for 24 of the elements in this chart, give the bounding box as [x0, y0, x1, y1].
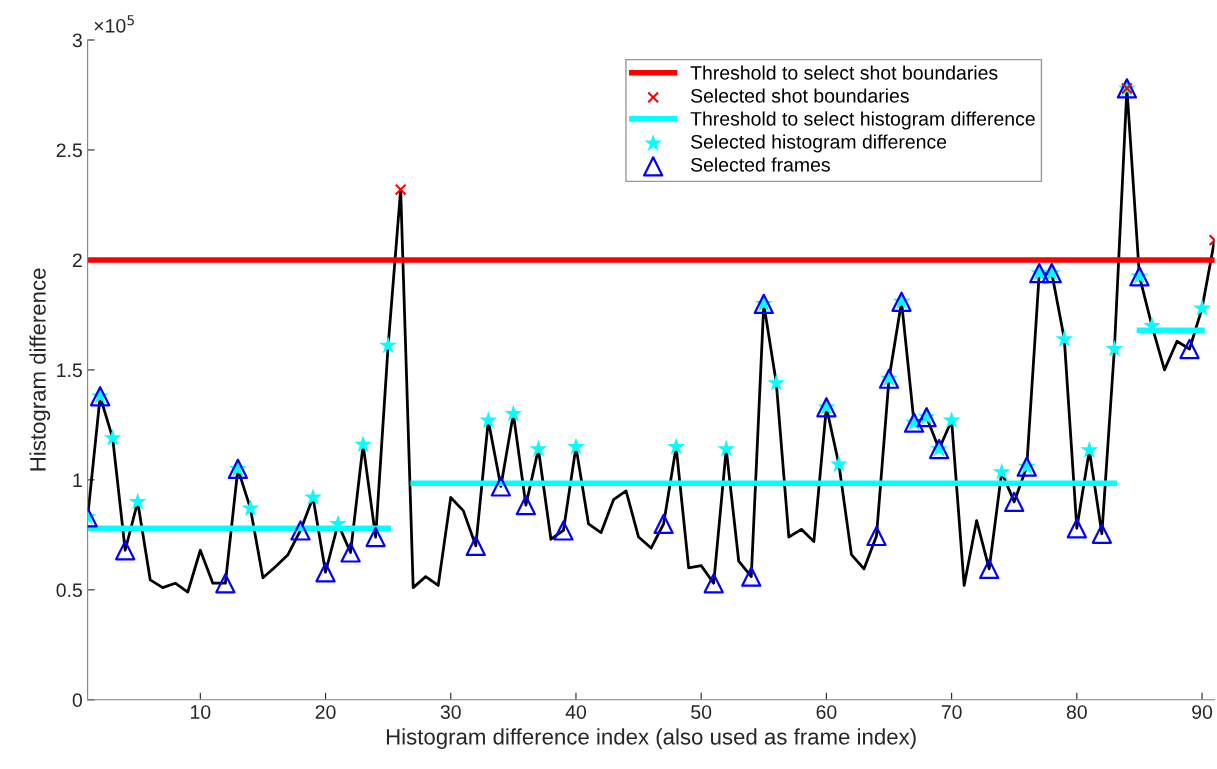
y-tick-label: 0 [72, 693, 82, 708]
text: ×10$^{5}$ [94, 15, 134, 33]
legend-label: Selected frames [691, 157, 830, 172]
x-tick-label: 50 [691, 705, 712, 719]
y-tick-label: 0.5 [56, 583, 82, 598]
legend-label: Threshold to select histogram difference [690, 111, 1035, 130]
y-axis-title: Histogram difference [29, 268, 51, 471]
x-tick-label: 80 [1066, 705, 1087, 719]
y-tick-label: 1 [73, 473, 82, 487]
x-tick-label: 30 [440, 705, 461, 719]
x-tick-label: 40 [565, 705, 587, 719]
x-tick-label: 10 [190, 705, 211, 719]
y-tick-label: 2.5 [56, 143, 82, 158]
x-axis-title: Histogram difference index (also used as frame index) [386, 728, 916, 750]
legend-label: Selected histogram difference [691, 134, 947, 153]
x-tick-label: 70 [941, 705, 962, 719]
legend-label: Threshold to select shot boundaries [690, 65, 998, 80]
x-tick-label: 60 [816, 705, 837, 719]
x-tick-label: 90 [1192, 705, 1213, 719]
y-tick-label: 1.5 [57, 363, 82, 378]
y-tick-label: 2 [72, 253, 82, 267]
legend-label: Selected shot boundaries [691, 88, 909, 103]
x-tick-label: 20 [315, 705, 336, 719]
y-tick-label: 3 [72, 33, 82, 48]
